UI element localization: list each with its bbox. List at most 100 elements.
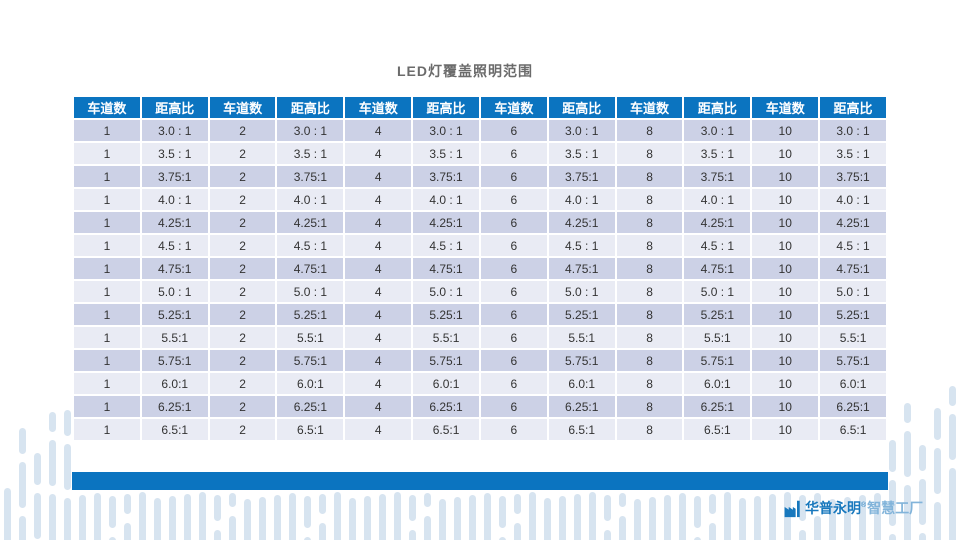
ratio-cell: 4.5 : 1 xyxy=(546,233,617,258)
ratio-cell: 4.75:1 xyxy=(546,256,617,281)
lane-count-cell: 4 xyxy=(343,348,414,373)
lane-count-cell: 4 xyxy=(343,279,414,304)
column-header-lanes: 车道数 xyxy=(207,95,278,120)
ratio-cell: 4.25:1 xyxy=(275,210,346,235)
column-header-ratio: 距高比 xyxy=(818,95,888,120)
ratio-cell: 3.5 : 1 xyxy=(546,141,617,166)
ratio-cell: 5.5:1 xyxy=(546,325,617,350)
ratio-cell: 5.0 : 1 xyxy=(139,279,210,304)
table-row: 1 3.0 : 1 2 3.0 : 1 4 3.0 : 1 6 3.0 : 1 8 3.0 : 1… xyxy=(72,118,888,143)
lane-count-cell: 6 xyxy=(478,118,549,143)
lane-count-cell: 10 xyxy=(750,256,821,281)
ratio-cell: 6.5:1 xyxy=(139,417,210,442)
column-header-lanes: 车道数 xyxy=(614,95,685,120)
column-header-ratio: 距高比 xyxy=(139,95,210,120)
table-row: 1 5.0 : 1 2 5.0 : 1 4 5.0 : 1 6 5.0 : 1 8 5.0 : 1… xyxy=(72,279,888,304)
lane-count-cell: 1 xyxy=(72,164,142,189)
ratio-cell: 4.75:1 xyxy=(411,256,481,281)
lane-count-cell: 6 xyxy=(478,348,549,373)
lane-count-cell: 1 xyxy=(72,141,142,166)
lane-count-cell: 8 xyxy=(614,256,685,281)
table-row: 1 4.75:1 2 4.75:1 4 4.75:1 6 4.75:1 8 4.75:1 10 4.7… xyxy=(72,256,888,281)
ratio-cell: 5.75:1 xyxy=(818,348,888,373)
lane-count-cell: 2 xyxy=(207,394,278,419)
ratio-cell: 3.0 : 1 xyxy=(546,118,617,143)
ratio-cell: 5.75:1 xyxy=(411,348,481,373)
lane-count-cell: 10 xyxy=(750,302,821,327)
brand-logo: 华普永明 ® 智慧工厂 xyxy=(782,497,923,519)
lane-count-cell: 6 xyxy=(478,141,549,166)
lane-count-cell: 1 xyxy=(72,256,142,281)
ratio-cell: 5.0 : 1 xyxy=(275,279,346,304)
ratio-cell: 3.5 : 1 xyxy=(818,141,888,166)
lane-count-cell: 2 xyxy=(207,118,278,143)
ratio-cell: 6.5:1 xyxy=(546,417,617,442)
ratio-cell: 3.5 : 1 xyxy=(411,141,481,166)
factory-logo-icon xyxy=(784,500,800,518)
ratio-cell: 6.0:1 xyxy=(411,371,481,396)
ratio-cell: 4.5 : 1 xyxy=(411,233,481,258)
ratio-cell: 5.5:1 xyxy=(411,325,481,350)
lane-count-cell: 2 xyxy=(207,210,278,235)
ratio-cell: 5.5:1 xyxy=(275,325,346,350)
page-title: LED灯覆盖照明范围 xyxy=(397,63,533,79)
ratio-cell: 4.0 : 1 xyxy=(818,187,888,212)
ratio-cell: 4.75:1 xyxy=(818,256,888,281)
ratio-cell: 4.75:1 xyxy=(275,256,346,281)
ratio-cell: 3.75:1 xyxy=(139,164,210,189)
ratio-cell: 5.75:1 xyxy=(275,348,346,373)
ratio-cell: 3.0 : 1 xyxy=(275,118,346,143)
ratio-cell: 4.5 : 1 xyxy=(818,233,888,258)
lane-count-cell: 8 xyxy=(614,118,685,143)
lane-count-cell: 1 xyxy=(72,371,142,396)
lane-count-cell: 8 xyxy=(614,187,685,212)
ratio-cell: 6.0:1 xyxy=(546,371,617,396)
lane-count-cell: 1 xyxy=(72,279,142,304)
lane-count-cell: 8 xyxy=(614,164,685,189)
ratio-cell: 3.0 : 1 xyxy=(682,118,753,143)
column-header-lanes: 车道数 xyxy=(750,95,821,120)
ratio-cell: 3.0 : 1 xyxy=(411,118,481,143)
lane-count-cell: 1 xyxy=(72,325,142,350)
ratio-cell: 3.75:1 xyxy=(818,164,888,189)
ratio-cell: 6.5:1 xyxy=(411,417,481,442)
ratio-cell: 5.0 : 1 xyxy=(682,279,753,304)
lane-count-cell: 10 xyxy=(750,279,821,304)
ratio-cell: 4.25:1 xyxy=(546,210,617,235)
lane-count-cell: 8 xyxy=(614,141,685,166)
ratio-cell: 5.25:1 xyxy=(139,302,210,327)
lane-count-cell: 2 xyxy=(207,233,278,258)
ratio-cell: 6.0:1 xyxy=(818,371,888,396)
ratio-cell: 6.25:1 xyxy=(546,394,617,419)
lane-count-cell: 4 xyxy=(343,371,414,396)
ratio-cell: 5.25:1 xyxy=(411,302,481,327)
lane-count-cell: 10 xyxy=(750,141,821,166)
lane-count-cell: 6 xyxy=(478,210,549,235)
ratio-cell: 4.5 : 1 xyxy=(682,233,753,258)
ratio-cell: 6.5:1 xyxy=(818,417,888,442)
ratio-cell: 4.75:1 xyxy=(682,256,753,281)
lane-count-cell: 2 xyxy=(207,371,278,396)
lane-count-cell: 1 xyxy=(72,302,142,327)
ratio-cell: 3.5 : 1 xyxy=(682,141,753,166)
column-header-ratio: 距高比 xyxy=(411,95,481,120)
ratio-cell: 5.75:1 xyxy=(682,348,753,373)
ratio-cell: 6.25:1 xyxy=(682,394,753,419)
ratio-cell: 5.25:1 xyxy=(275,302,346,327)
lane-count-cell: 4 xyxy=(343,233,414,258)
ratio-cell: 6.25:1 xyxy=(275,394,346,419)
lane-count-cell: 2 xyxy=(207,279,278,304)
lane-count-cell: 6 xyxy=(478,417,549,442)
ratio-cell: 5.5:1 xyxy=(139,325,210,350)
ratio-cell: 6.25:1 xyxy=(818,394,888,419)
ratio-cell: 6.0:1 xyxy=(275,371,346,396)
ratio-cell: 6.0:1 xyxy=(682,371,753,396)
ratio-cell: 5.5:1 xyxy=(818,325,888,350)
lane-count-cell: 6 xyxy=(478,279,549,304)
table-row: 1 3.5 : 1 2 3.5 : 1 4 3.5 : 1 6 3.5 : 1 8 3.5 : 1… xyxy=(72,141,888,166)
lane-count-cell: 8 xyxy=(614,394,685,419)
lane-count-cell: 1 xyxy=(72,210,142,235)
lane-count-cell: 4 xyxy=(343,141,414,166)
ratio-cell: 4.0 : 1 xyxy=(411,187,481,212)
